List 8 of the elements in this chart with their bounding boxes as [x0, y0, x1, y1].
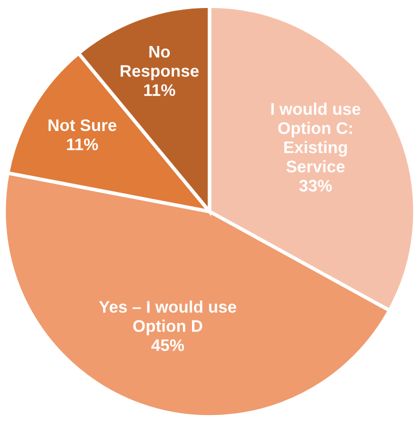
data-label: 11%: [144, 84, 176, 96]
slice-label: Yes – I would use Option D: [99, 300, 236, 336]
slice-label: No Response: [120, 46, 199, 80]
data-label: 45%: [151, 339, 184, 352]
data-label: 11%: [67, 138, 98, 150]
data-label: 33%: [299, 180, 332, 192]
slice-label: Not Sure: [48, 119, 116, 132]
slice-label: I would use Option C: Existing Service: [271, 102, 360, 172]
